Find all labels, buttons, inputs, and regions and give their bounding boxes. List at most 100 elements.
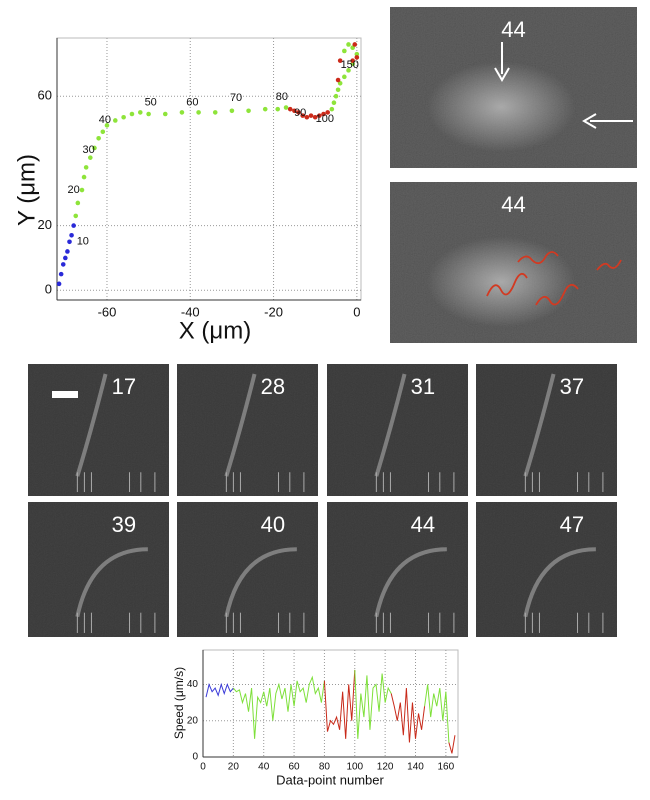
frame-label: 31 [411, 374, 435, 399]
micrographs: 44 44 17 28 31 37 39 40 44 47 [28, 7, 637, 637]
point [333, 93, 339, 99]
point [229, 108, 235, 114]
line [323, 669, 356, 739]
micrograph: 28 [177, 364, 318, 496]
micrograph: 47 [476, 502, 617, 637]
point [56, 281, 62, 287]
point [325, 110, 330, 115]
point [321, 111, 326, 117]
point [246, 108, 251, 114]
annotation: 70 [230, 92, 242, 104]
microtubule [75, 373, 108, 477]
microtubule [75, 547, 148, 618]
frame-label: 44 [411, 512, 435, 537]
frame-label: 39 [112, 512, 136, 537]
point [88, 155, 93, 160]
x-tick-label: -60 [98, 304, 117, 319]
point [300, 113, 305, 118]
cell-glow [427, 236, 576, 327]
cell-glow [427, 61, 576, 152]
annotation: 10 [77, 236, 89, 248]
micrograph: 44 [327, 502, 468, 637]
frame-label: 44 [501, 192, 525, 217]
microtubule [523, 373, 556, 477]
point [346, 42, 351, 47]
point [350, 61, 355, 67]
point [81, 174, 87, 180]
point [75, 200, 81, 206]
image-background [476, 364, 617, 496]
point [162, 111, 168, 117]
annotation: 80 [276, 91, 288, 103]
point [346, 68, 351, 73]
point [129, 111, 135, 117]
x-axis-label: Data-point number [276, 772, 384, 787]
micrograph: 31 [327, 364, 468, 496]
frame-label: 47 [560, 512, 584, 537]
point [96, 135, 101, 141]
image-background [177, 364, 318, 496]
arrow [494, 42, 510, 82]
frame-label: 40 [261, 512, 285, 537]
x-tick-label: 20 [228, 762, 240, 773]
x-tick-label: 40 [258, 762, 270, 773]
line [354, 669, 392, 739]
frame-label: 17 [112, 374, 136, 399]
annotation: 60 [186, 97, 198, 109]
point [58, 271, 64, 277]
plot-area [202, 649, 459, 758]
point [69, 233, 74, 238]
point [335, 87, 341, 93]
micrograph: 44 [390, 182, 637, 343]
point [312, 114, 318, 120]
micrograph: 39 [28, 502, 169, 637]
y-axis-label: Y (μm) [13, 154, 40, 226]
x-tick-label: 0 [200, 762, 206, 773]
x-tick-label: 60 [289, 762, 301, 773]
frame-label: 28 [261, 374, 285, 399]
microtubule [374, 373, 407, 477]
y-tick-label: 0 [45, 282, 52, 297]
point [275, 106, 281, 112]
point [354, 51, 360, 57]
arrow [582, 113, 633, 129]
image-background [28, 364, 169, 496]
x-tick-label: -40 [181, 304, 200, 319]
scale-bar [52, 391, 78, 398]
track-overlay [486, 272, 528, 297]
line [424, 684, 450, 743]
point [283, 105, 289, 110]
point [331, 100, 337, 105]
track-overlay [517, 251, 559, 265]
y-tick-label: 60 [38, 88, 52, 103]
x-tick-label: -20 [264, 304, 283, 319]
x-tick-label: 140 [407, 762, 424, 773]
y-tick-label: 20 [38, 217, 52, 232]
annotation: 100 [316, 113, 334, 125]
annotation: 20 [68, 184, 80, 196]
chart: 0 20 40 60 80 100 120 140 160 0 20 40 Data-point num… [172, 649, 459, 787]
x-tick-label: 80 [319, 762, 331, 773]
line [205, 682, 234, 698]
micrograph: 44 [390, 7, 637, 168]
point [113, 118, 118, 123]
point [342, 48, 347, 54]
annotation: 40 [99, 114, 111, 126]
point [352, 42, 358, 47]
point [79, 187, 85, 193]
point [350, 58, 355, 63]
microtubule [374, 547, 447, 618]
point [342, 74, 347, 80]
point [354, 55, 360, 60]
microtubule [224, 373, 257, 477]
point [308, 113, 314, 118]
annotation: 90 [294, 107, 306, 119]
x-tick-label: 0 [353, 304, 360, 319]
point [100, 129, 106, 135]
point [104, 123, 110, 128]
line [448, 735, 456, 754]
point [287, 106, 293, 112]
point [65, 249, 70, 254]
micrograph: 17 [28, 364, 169, 496]
